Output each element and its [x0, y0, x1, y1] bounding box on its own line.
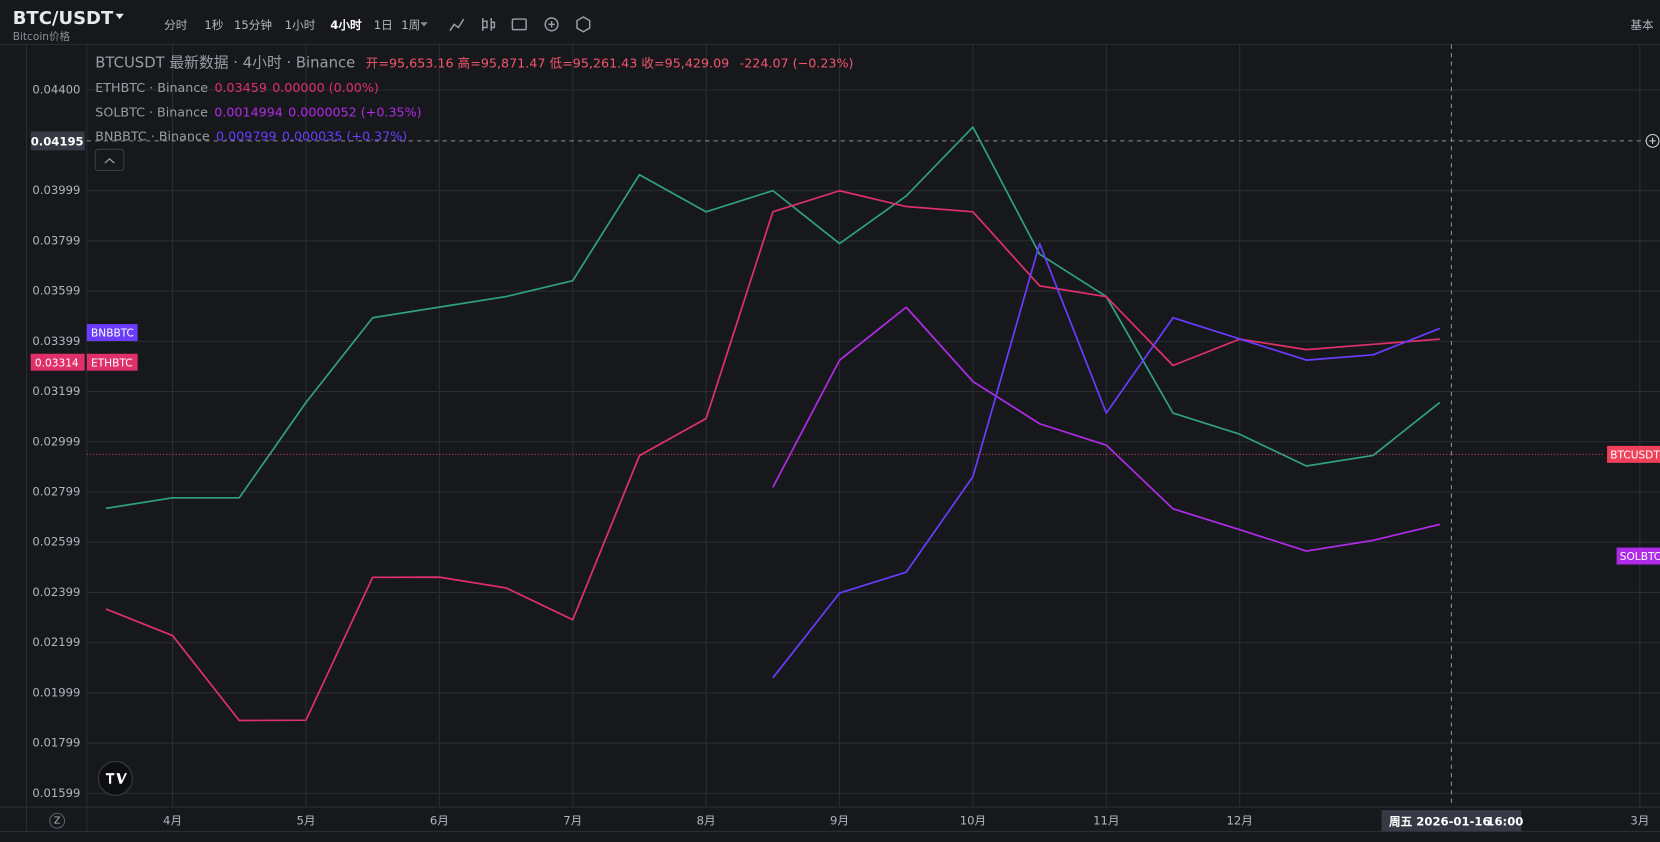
- y-tick-label: 0.02399: [32, 585, 80, 599]
- x-tick-label: 4月: [163, 813, 182, 827]
- y-tick-label: 0.02599: [32, 535, 80, 549]
- settings-icon[interactable]: [576, 16, 591, 33]
- interval[interactable]: 1日: [374, 18, 393, 32]
- crosshair-time: 16:00: [1486, 814, 1523, 828]
- symbol-subtitle[interactable]: Bitcoin价格: [13, 30, 71, 43]
- logo-mark: [105, 773, 128, 784]
- interval[interactable]: 4小时: [330, 18, 362, 32]
- y-tick-label: 0.02999: [32, 434, 80, 448]
- x-tick-label: 7月: [563, 813, 582, 827]
- legend-overlay: BNBBTC · Binance 0.009799 0.000035 (+0.37%…: [95, 128, 407, 143]
- legend-overlay: SOLBTC · Binance 0.0014994 0.0000052 (+0.3…: [95, 104, 421, 119]
- overlay-name: BNBBTC · Binance: [95, 128, 210, 143]
- overlay-name: SOLBTC · Binance: [95, 104, 208, 119]
- x-tick-label: 11月: [1093, 813, 1119, 827]
- camera-icon[interactable]: [511, 18, 527, 31]
- eth-value-tag: 0.03314: [35, 357, 79, 369]
- sol-tag-box: [1616, 547, 1660, 565]
- btc-tag-box: [1607, 445, 1660, 463]
- logo[interactable]: [97, 760, 133, 796]
- crosshair-add-plus: [1649, 137, 1656, 145]
- x-tick-label: 9月: [830, 813, 849, 827]
- scale-button[interactable]: Z: [54, 815, 61, 826]
- y-tick-label: 0.03599: [32, 284, 80, 298]
- x-tick-label: 12月: [1226, 813, 1252, 827]
- y-tick-label: 0.03199: [32, 384, 80, 398]
- tool-icons: [449, 16, 591, 33]
- overlay-value: 0.0014994: [214, 104, 283, 119]
- crosshair-time-box: [1381, 810, 1522, 832]
- eth-value-box: [30, 353, 85, 371]
- legend-ohlc: 开=95,653.16 高=95,871.47 低=95,261.43 收=95…: [366, 55, 730, 70]
- overlay-change: 0.000035 (+0.37%): [282, 128, 407, 143]
- interval[interactable]: 分时: [164, 18, 188, 32]
- x-tick-label: 8月: [697, 813, 716, 827]
- y-tick-label: 0.01599: [32, 786, 80, 800]
- series-line: [772, 306, 1440, 552]
- series-line: [105, 126, 1441, 510]
- series-line: [105, 189, 1440, 722]
- legend-main: BTCUSDT 最新数据 · 4小时 · Binance 开=95,653.16…: [95, 55, 853, 72]
- collapse-arrow: [104, 158, 115, 164]
- add-icon[interactable]: [544, 17, 559, 32]
- x-tick-label: 3月: [1630, 813, 1649, 827]
- crosshair-price-box: [30, 131, 85, 151]
- more-intervals[interactable]: [420, 22, 428, 27]
- legend-main-name: BTCUSDT 最新数据 · 4小时 · Binance: [95, 55, 355, 72]
- symbol[interactable]: BTC/USDT: [13, 8, 114, 29]
- collapse-legend[interactable]: [94, 148, 125, 172]
- y-tick-label: 0.01799: [32, 736, 80, 750]
- crosshair-add[interactable]: [1645, 133, 1660, 148]
- interval[interactable]: 15分钟: [234, 18, 272, 32]
- btc-tag: BTCUSDT: [1610, 449, 1660, 461]
- layout-label[interactable]: 基本: [1630, 18, 1654, 32]
- interval-bar: 分时 1秒 15分钟 1小时 4小时 1日 1周: [164, 18, 420, 32]
- plot: [105, 126, 1441, 722]
- overlay-change: 0.00000 (0.00%): [272, 79, 379, 94]
- y-tick-label: 0.03399: [32, 334, 80, 348]
- sol-tag: SOLBTC: [1620, 551, 1660, 563]
- interval[interactable]: 1秒: [204, 18, 223, 32]
- chart-type-icon[interactable]: [449, 18, 465, 32]
- legend-overlays: ETHBTC · Binance 0.03459 0.00000 (0.00%) SO…: [95, 79, 421, 143]
- overlay-value: 0.03459: [214, 79, 266, 94]
- y-tick-label: 0.03799: [32, 233, 80, 247]
- symbol-dropdown[interactable]: [115, 13, 124, 20]
- eth-tag-box: [86, 353, 138, 371]
- indicator-icon[interactable]: [482, 18, 496, 31]
- y-tick-label: 0.02799: [32, 484, 80, 498]
- x-tick-label: 6月: [430, 813, 449, 827]
- grid: 0.04400 0.03999 0.03799 0.03599 0.03399 0.031…: [32, 44, 1660, 827]
- bnb-tag-box: [86, 324, 138, 342]
- scale-button-ring: [49, 812, 66, 829]
- crosshair-price: 0.04195: [31, 134, 84, 148]
- y-tick-label: 0.02199: [32, 635, 80, 649]
- y-tick-label: 0.04400: [32, 83, 80, 97]
- crosshair-date: 周五 2026-01-16: [1389, 814, 1491, 828]
- overlay-value: 0.009799: [216, 128, 277, 143]
- add-icon-cross: [548, 21, 555, 28]
- overlay-change: 0.0000052 (+0.35%): [288, 104, 421, 119]
- y-tick-label: 0.01999: [32, 685, 80, 699]
- eth-tag: ETHBTC: [91, 357, 133, 369]
- overlay-name: ETHBTC · Binance: [95, 79, 208, 94]
- legend-change: -224.07 (−0.23%): [740, 55, 854, 70]
- series-line: [772, 242, 1441, 679]
- legend-overlay: ETHBTC · Binance 0.03459 0.00000 (0.00%): [95, 79, 379, 94]
- interval[interactable]: 1小时: [285, 18, 316, 32]
- x-tick-label: 10月: [960, 813, 986, 827]
- bnb-tag: BNBBTC: [91, 328, 134, 340]
- y-tick-label: 0.03999: [32, 183, 80, 197]
- interval[interactable]: 1周: [401, 18, 420, 32]
- x-tick-label: 5月: [296, 813, 315, 827]
